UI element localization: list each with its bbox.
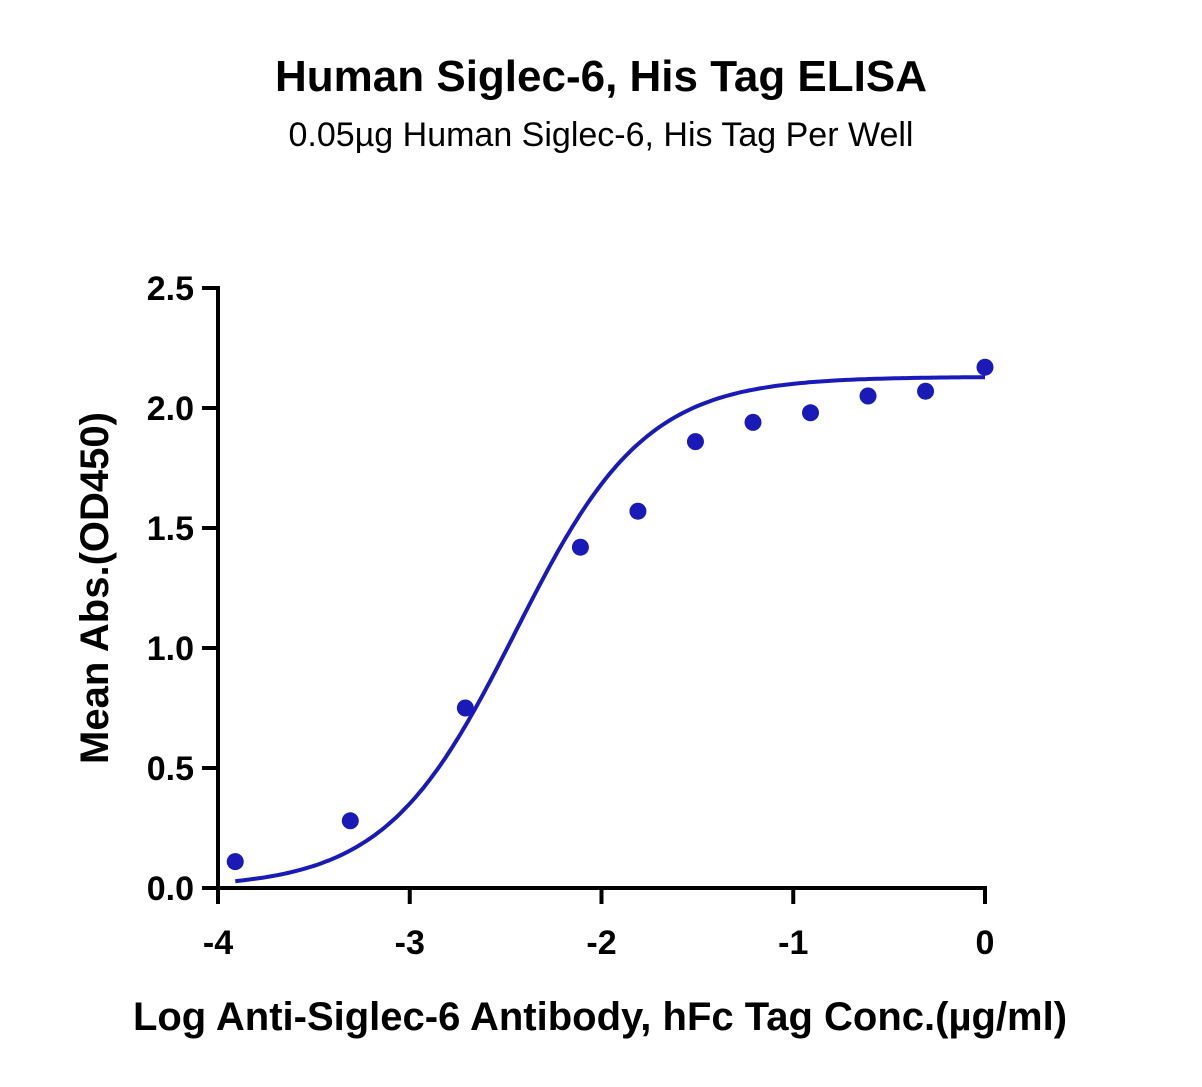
chart-title: Human Siglec-6, His Tag ELISA	[275, 52, 927, 101]
y-tick-label: 0.0	[147, 870, 194, 908]
y-axis-title: Mean Abs.(OD450)	[73, 412, 117, 764]
y-tick-label: 1.5	[147, 510, 194, 548]
data-point	[859, 387, 877, 405]
x-tick-label: -3	[395, 924, 425, 962]
data-point	[917, 382, 935, 400]
data-point	[341, 812, 359, 830]
data-point	[976, 358, 994, 376]
x-tick-label: -1	[778, 924, 808, 962]
y-tick-label: 2.5	[147, 270, 194, 308]
data-point	[629, 502, 647, 520]
axes: 0.0 0.5 1.0 1.5 2.0 2.5 -4 -3 -2 -1 0	[147, 270, 995, 962]
x-tick-label: 0	[976, 924, 995, 962]
y-tick-label: 2.0	[147, 390, 194, 428]
fit-curve-group	[235, 375, 985, 884]
data-points	[226, 358, 994, 871]
fit-curve	[235, 375, 985, 884]
x-tick-label: -4	[203, 924, 233, 962]
data-point	[744, 413, 762, 431]
data-point	[571, 538, 589, 556]
data-point	[226, 853, 244, 871]
y-tick-label: 1.0	[147, 630, 194, 668]
data-point	[686, 433, 704, 451]
x-tick-label: -2	[586, 924, 616, 962]
chart-subtitle: 0.05µg Human Siglec-6, His Tag Per Well	[288, 116, 914, 154]
data-point	[456, 699, 474, 717]
y-tick-label: 0.5	[147, 750, 194, 788]
x-axis-title: Log Anti-Siglec-6 Antibody, hFc Tag Conc…	[133, 995, 1067, 1039]
data-point	[802, 404, 820, 422]
